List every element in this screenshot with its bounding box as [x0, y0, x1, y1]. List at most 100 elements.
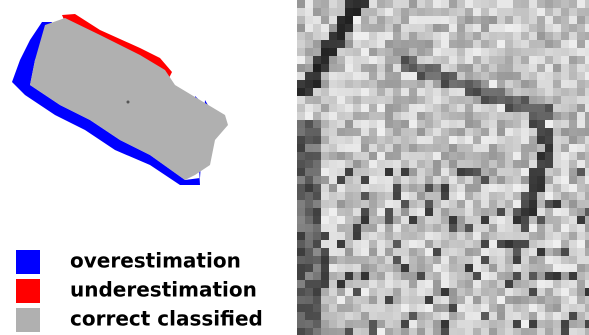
image-pixel [521, 16, 529, 24]
image-pixel [473, 208, 481, 216]
image-pixel [361, 320, 369, 328]
image-pixel [473, 72, 481, 80]
image-pixel [345, 136, 353, 144]
image-pixel [545, 0, 553, 8]
image-pixel [489, 192, 497, 200]
image-pixel [449, 16, 457, 24]
image-pixel [545, 312, 553, 320]
image-pixel [441, 144, 449, 152]
image-pixel [561, 256, 569, 264]
legend-label: correct classified [70, 307, 263, 331]
image-pixel [529, 112, 537, 120]
image-pixel [513, 320, 521, 328]
image-pixel [297, 72, 305, 80]
image-pixel [505, 192, 513, 200]
image-pixel [457, 168, 465, 176]
image-pixel [401, 312, 409, 320]
image-pixel [369, 192, 377, 200]
image-pixel [545, 160, 553, 168]
image-pixel [561, 136, 569, 144]
image-pixel [361, 112, 369, 120]
image-pixel [337, 224, 345, 232]
image-pixel [385, 0, 393, 8]
image-pixel [441, 40, 449, 48]
image-pixel [305, 136, 313, 144]
image-pixel [337, 16, 345, 24]
image-pixel [361, 136, 369, 144]
image-pixel [513, 248, 521, 256]
image-pixel [441, 24, 449, 32]
image-pixel [337, 312, 345, 320]
image-pixel [297, 56, 305, 64]
image-pixel [465, 280, 473, 288]
image-pixel [345, 40, 353, 48]
image-pixel [377, 96, 385, 104]
image-pixel [433, 192, 441, 200]
image-pixel [505, 16, 513, 24]
image-pixel [553, 192, 561, 200]
image-pixel [481, 152, 489, 160]
image-pixel [417, 48, 425, 56]
image-pixel [465, 320, 473, 328]
image-pixel [585, 328, 589, 335]
image-pixel [441, 16, 449, 24]
image-pixel [457, 200, 465, 208]
image-pixel [577, 176, 585, 184]
image-pixel [497, 112, 505, 120]
image-pixel [297, 208, 305, 216]
image-pixel [513, 328, 521, 335]
image-pixel [465, 184, 473, 192]
image-pixel [369, 176, 377, 184]
image-pixel [401, 168, 409, 176]
image-pixel [489, 296, 497, 304]
image-pixel [441, 200, 449, 208]
image-pixel [545, 8, 553, 16]
image-pixel [489, 200, 497, 208]
image-pixel [553, 320, 561, 328]
image-pixel [449, 56, 457, 64]
image-pixel [401, 240, 409, 248]
image-pixel [425, 208, 433, 216]
image-pixel [513, 112, 521, 120]
image-pixel [345, 288, 353, 296]
image-pixel [537, 288, 545, 296]
image-pixel [489, 232, 497, 240]
image-pixel [529, 256, 537, 264]
image-pixel [297, 24, 305, 32]
image-pixel [297, 184, 305, 192]
image-pixel [553, 312, 561, 320]
image-pixel [545, 104, 553, 112]
image-pixel [505, 80, 513, 88]
image-pixel [409, 104, 417, 112]
image-pixel [305, 288, 313, 296]
image-pixel [577, 144, 585, 152]
image-pixel [465, 264, 473, 272]
image-pixel [473, 272, 481, 280]
image-pixel [505, 0, 513, 8]
image-pixel [297, 192, 305, 200]
image-pixel [585, 240, 589, 248]
image-pixel [473, 96, 481, 104]
image-pixel [497, 256, 505, 264]
image-pixel [321, 304, 329, 312]
image-pixel [561, 288, 569, 296]
image-pixel [385, 176, 393, 184]
image-pixel [329, 104, 337, 112]
image-pixel [505, 32, 513, 40]
image-pixel [417, 24, 425, 32]
image-pixel [417, 232, 425, 240]
image-pixel [353, 280, 361, 288]
image-pixel [537, 280, 545, 288]
image-pixel [489, 280, 497, 288]
image-pixel [337, 56, 345, 64]
image-pixel [449, 200, 457, 208]
image-pixel [489, 160, 497, 168]
image-pixel [537, 104, 545, 112]
image-pixel [313, 40, 321, 48]
image-pixel [345, 56, 353, 64]
image-pixel [345, 24, 353, 32]
image-pixel [441, 72, 449, 80]
image-pixel [449, 168, 457, 176]
image-pixel [577, 264, 585, 272]
image-pixel [313, 200, 321, 208]
